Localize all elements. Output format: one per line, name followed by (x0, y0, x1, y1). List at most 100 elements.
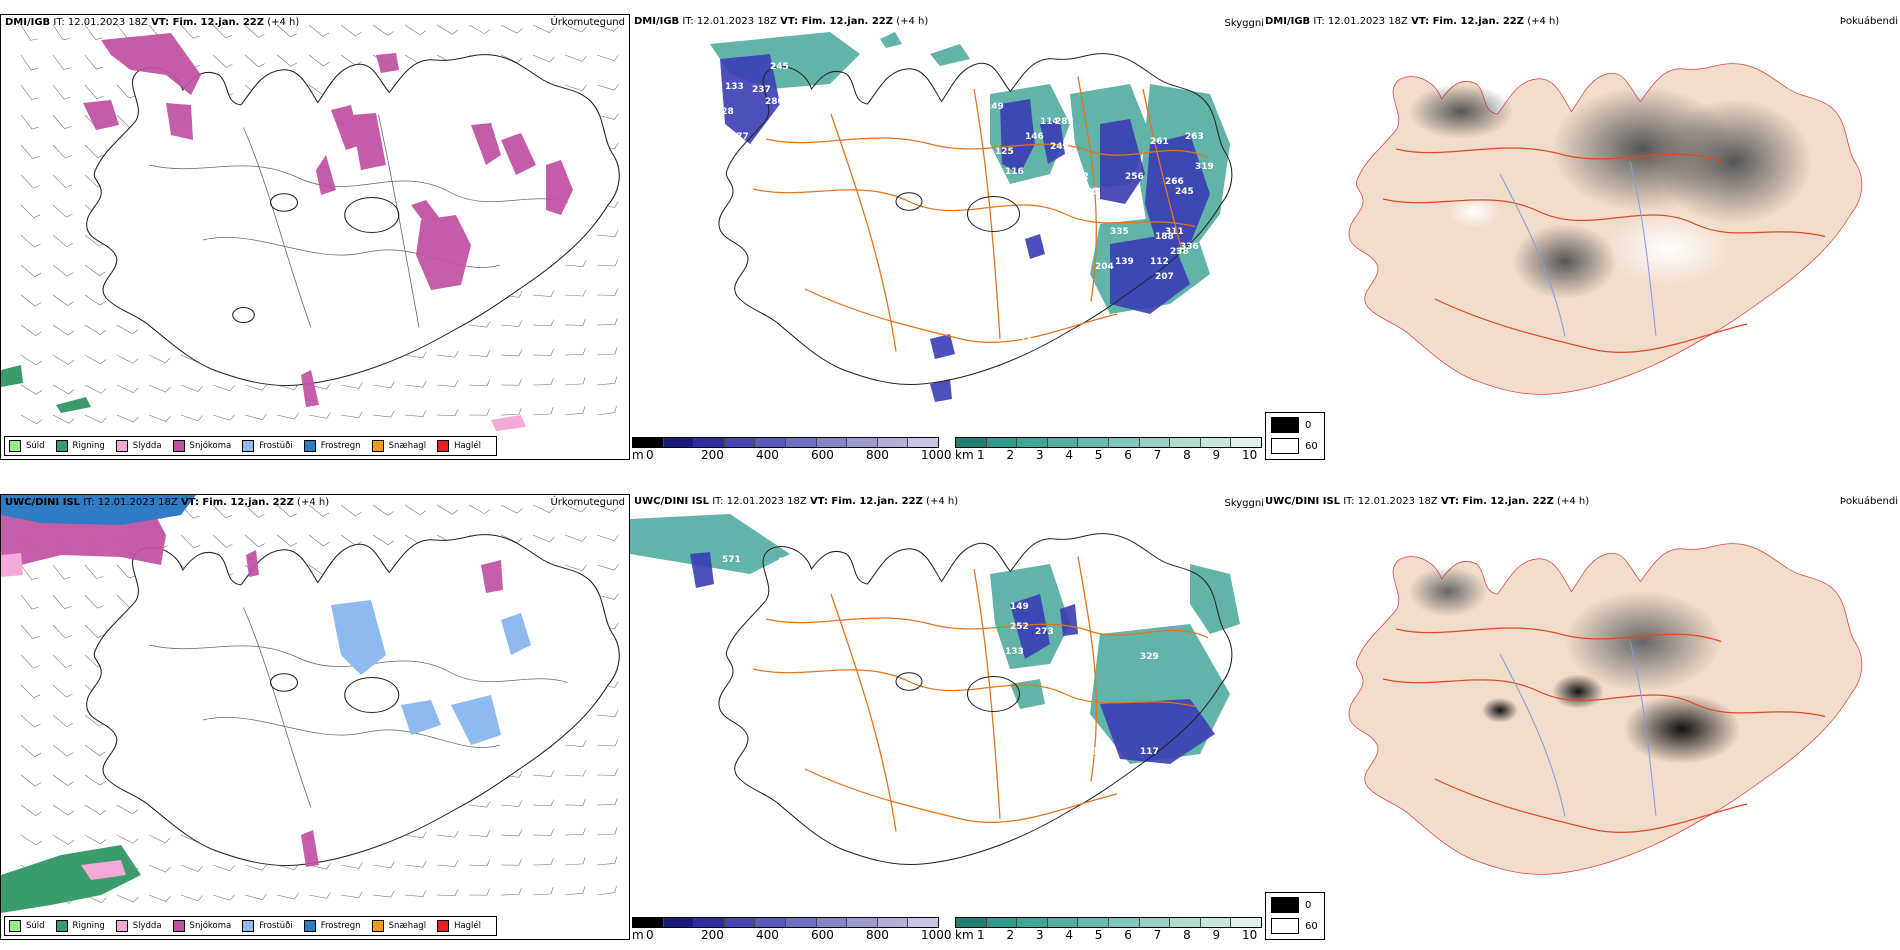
precip-snow-areas (83, 33, 573, 407)
wind-barb (596, 504, 619, 512)
wind-barb (436, 830, 459, 838)
wind-barb (564, 886, 586, 896)
visibility-value-label: 252 (1010, 622, 1029, 632)
visibility-value-label: 116 (1005, 167, 1024, 177)
colorbar-tick: 0 (646, 928, 654, 942)
wind-barb (52, 294, 74, 306)
visibility-value-label: 149 (1010, 602, 1029, 612)
wind-barb (564, 347, 586, 356)
visibility-map-top: 245 133 237 280 228 277 249 114 125 116 146 283 249 2… (710, 32, 1233, 402)
colorbar-bin (816, 438, 848, 447)
iceland-roads (718, 532, 1233, 866)
wind-barb (404, 831, 427, 839)
wind-barb (436, 380, 459, 387)
iceland-fog (1348, 542, 1863, 876)
legend-item: Slydda (115, 440, 162, 452)
wind-barb (244, 413, 267, 421)
colorbar-bin (986, 918, 1018, 927)
visibility-panel-top: 245 133 237 280 228 277 249 114 125 116 146 283 249 2… (630, 14, 1268, 462)
wind-barb (20, 234, 41, 248)
legend-item: Súld (9, 920, 45, 932)
wind-barb (84, 264, 106, 277)
wind-barb (276, 383, 299, 391)
visibility-value-label: 167 (1092, 747, 1111, 757)
wind-barb (500, 320, 523, 327)
colorbar-tick: 5 (1094, 928, 1103, 942)
colorbar-tick: 5 (1094, 448, 1103, 462)
colorbar-tick: 10 (1242, 448, 1258, 462)
visibility-value-label: 165 (1020, 337, 1039, 347)
wind-barb (20, 774, 42, 787)
wind-barb (564, 54, 587, 62)
colorbar-bin (1047, 918, 1079, 927)
fog-legend-swatch (1271, 918, 1299, 934)
fog-legend-row: 60 (1271, 438, 1318, 454)
wind-barb (596, 856, 618, 866)
wind-barb (596, 534, 619, 542)
visibility-value-label: 271 (1035, 752, 1054, 762)
wind-barb (52, 714, 73, 728)
wind-barb (52, 84, 71, 100)
legend-label: Snæhagl (388, 921, 427, 931)
wind-barb (468, 350, 491, 357)
wind-barb (52, 684, 73, 698)
wind-barb (308, 534, 330, 547)
wind-barb (500, 24, 523, 34)
legend-label: Frostúði (259, 921, 293, 931)
wind-barb (564, 564, 587, 572)
wind-barb (596, 376, 618, 386)
wind-barb (596, 347, 618, 356)
wind-barb (116, 414, 139, 423)
panel-title: Þokuábendi (1839, 16, 1898, 27)
visibility-value-label: 283 (1055, 117, 1074, 127)
wind-barb (532, 377, 554, 386)
legend-item: Snjókoma (172, 920, 231, 932)
colorbar-bin (633, 438, 664, 447)
colorbar-tick: 8 (1183, 928, 1191, 942)
fog-legend-row: 60 (1271, 918, 1318, 934)
legend-swatch (437, 920, 450, 932)
panel-title: Þokuábendi (1839, 496, 1898, 507)
colorbar-bin (633, 918, 664, 927)
visibility-value-label: 329 (1140, 652, 1159, 662)
wind-barb (52, 264, 74, 277)
wind-barb (212, 384, 235, 392)
visibility-value-label: 237 (752, 85, 771, 95)
wind-barb (276, 54, 298, 67)
wind-barb (212, 24, 233, 39)
colorbar-bin (1139, 438, 1171, 447)
colorbar-bin (1170, 438, 1201, 447)
wind-barb (52, 774, 74, 786)
legend-label: Haglél (454, 441, 482, 451)
visibility-value-label: 133 (1005, 647, 1024, 657)
fog-legend-swatch (1271, 417, 1299, 433)
wind-barb (276, 863, 299, 871)
wind-barb (20, 654, 40, 669)
colorbar-bin (986, 438, 1018, 447)
wind-barb (20, 174, 40, 189)
lead-time: (+4 h) (1557, 496, 1590, 507)
wind-barb (532, 319, 555, 327)
colorbar-tick: 1 (977, 448, 985, 462)
colorbar-bin (694, 918, 725, 927)
wind-barb (468, 320, 491, 328)
visibility-value-label: 228 (715, 107, 734, 117)
wind-barb (84, 414, 107, 424)
wind-barb (500, 504, 523, 514)
wind-barb (20, 564, 39, 580)
colorbar-tick: 6 (1124, 448, 1132, 462)
precip-frzdrizzle-areas (331, 600, 531, 745)
wind-barb (500, 800, 523, 807)
wind-barb (564, 406, 586, 416)
precip-panel-top: DMI/IGB IT: 12.01.2023 18Z VT: Fim. 12.j… (0, 14, 630, 460)
wind-barb (52, 174, 73, 189)
colorbar-bin (847, 918, 878, 927)
colorbar-unit: km (955, 928, 974, 942)
visibility-value-label: 245 (1175, 187, 1194, 197)
fog-legend-label: 60 (1305, 920, 1318, 932)
init-time: IT: 12.01.2023 18Z (1313, 16, 1408, 27)
wind-barb (404, 860, 427, 868)
wind-barb (372, 24, 394, 36)
legend-item: Snjókoma (172, 440, 231, 452)
